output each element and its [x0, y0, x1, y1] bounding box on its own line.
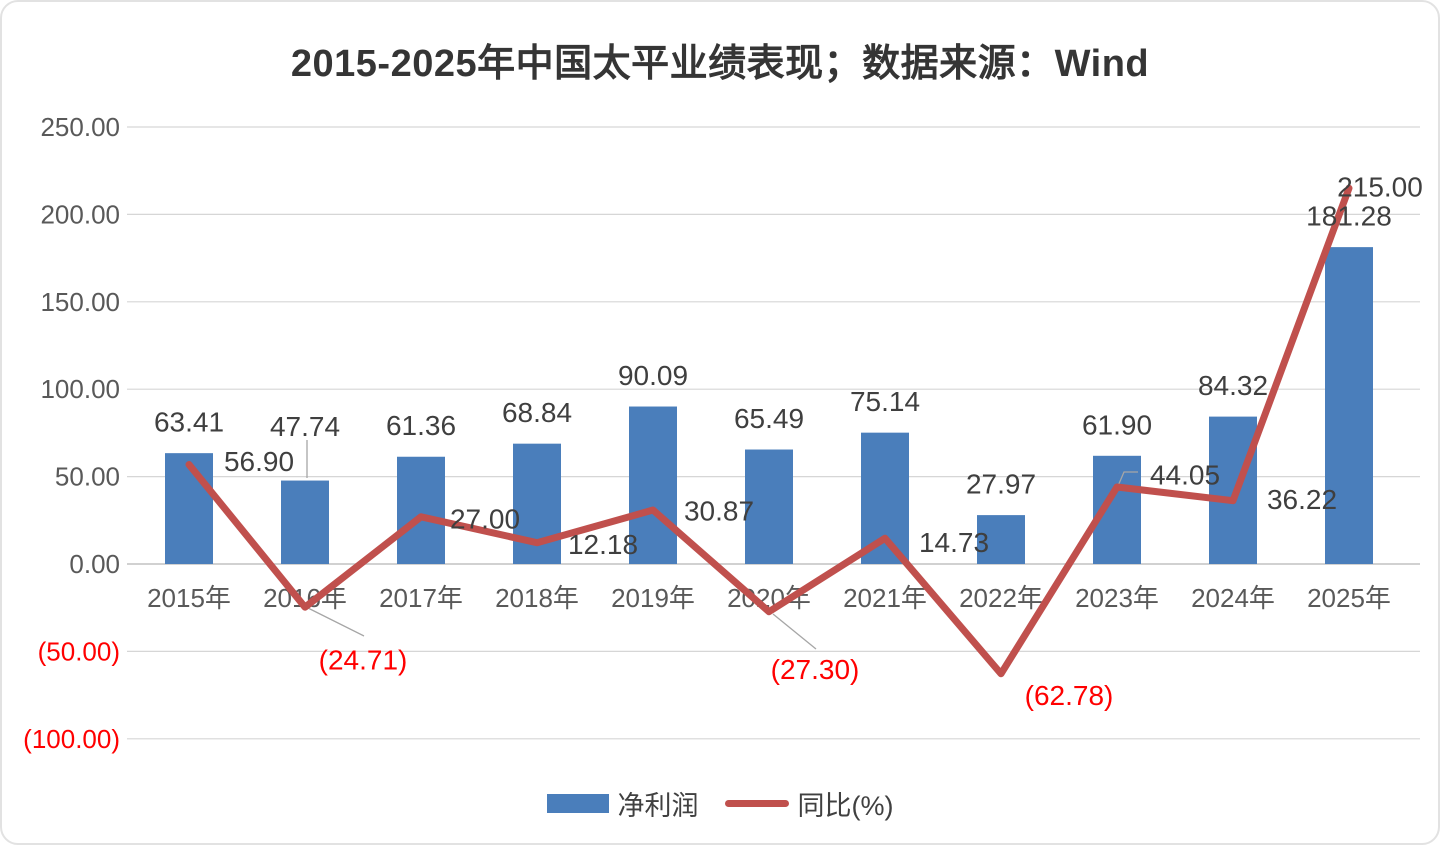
label-leader-line	[307, 607, 365, 637]
bar-value-label: 75.14	[850, 386, 920, 417]
x-axis-tick-label: 2015年	[147, 583, 231, 613]
bar-value-label: 61.36	[386, 410, 456, 441]
bar-2017年	[397, 456, 445, 564]
bar-value-label: 47.74	[270, 411, 340, 442]
y-axis-tick-label: 200.00	[40, 199, 120, 229]
bar-value-label: 84.32	[1198, 370, 1268, 401]
line-value-label: (24.71)	[319, 645, 408, 676]
bar-2025年	[1325, 247, 1373, 564]
legend-line-swatch	[724, 799, 789, 807]
label-leader-line	[772, 613, 817, 650]
bar-value-label: 27.97	[966, 469, 1036, 500]
x-axis-tick-label: 2025年	[1307, 583, 1391, 613]
bar-2022年	[977, 515, 1025, 564]
line-value-label: 30.87	[684, 496, 754, 527]
y-axis-tick-label: 0.00	[69, 549, 120, 579]
legend-bar-label: 净利润	[617, 790, 699, 821]
line-value-label: 56.90	[224, 446, 294, 477]
line-value-label: 36.22	[1267, 484, 1337, 515]
bar-2020年	[745, 449, 793, 564]
bar-value-label: 65.49	[734, 403, 804, 434]
line-value-label: 14.73	[919, 527, 989, 558]
x-axis-tick-label: 2017年	[379, 583, 463, 613]
x-axis-tick-label: 2019年	[611, 583, 695, 613]
bar-value-label: 68.84	[502, 397, 572, 428]
bar-2016年	[281, 480, 329, 564]
bar-value-label: 63.41	[154, 407, 224, 438]
x-axis-tick-label: 2023年	[1075, 583, 1159, 613]
y-axis-tick-label: (100.00)	[23, 724, 120, 754]
chart-legend: 净利润 同比(%)	[2, 786, 1438, 821]
bar-2015年	[165, 453, 213, 564]
yoy-line	[185, 184, 1353, 678]
x-axis-tick-label: 2024年	[1191, 583, 1275, 613]
line-value-label: 215.00	[1337, 172, 1423, 203]
x-axis-tick-label: 2021年	[843, 583, 927, 613]
label-leader-line	[1117, 471, 1138, 487]
y-axis-tick-label: 50.00	[55, 462, 120, 492]
bar-value-label: 90.09	[618, 360, 688, 391]
x-axis-tick-label: 2018年	[495, 583, 579, 613]
x-axis-tick-label: 2022年	[959, 583, 1043, 613]
line-value-label: 12.18	[568, 529, 638, 560]
legend-line-label: 同比(%)	[797, 790, 894, 821]
legend-bar-swatch	[546, 793, 609, 813]
bar-2024年	[1209, 416, 1257, 564]
line-value-label: (62.78)	[1025, 680, 1114, 711]
line-value-label: 44.05	[1150, 460, 1220, 491]
y-axis-tick-label: 100.00	[40, 374, 120, 404]
line-value-label: (27.30)	[771, 654, 860, 685]
line-value-label: 27.00	[450, 503, 520, 534]
bar-value-label: 181.28	[1306, 201, 1392, 232]
bar-2021年	[861, 432, 909, 564]
y-axis-tick-label: 150.00	[40, 287, 120, 317]
chart-title: 2015-2025年中国太平业绩表现；数据来源：Wind	[290, 43, 1150, 85]
y-axis-tick-label: 250.00	[40, 112, 120, 142]
y-axis-tick-label: (50.00)	[38, 636, 120, 666]
bar-value-label: 61.90	[1082, 409, 1152, 440]
bar-2019年	[629, 406, 677, 564]
